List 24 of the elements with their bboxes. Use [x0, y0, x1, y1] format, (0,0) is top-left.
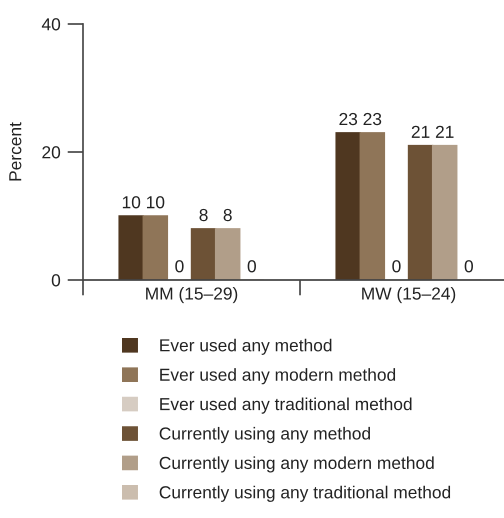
data-label: 10 [146, 196, 164, 208]
y-tick-label: 20 [42, 146, 60, 158]
y-tick-label: 40 [42, 18, 60, 30]
legend-label: Currently using any traditional method [160, 486, 450, 502]
legend-label: Ever used any method [160, 338, 332, 355]
data-label: 23 [364, 112, 382, 126]
legend-label: Ever used any traditional method [160, 398, 412, 414]
data-label: 8 [224, 208, 232, 222]
legend-label: Ever used any modern method [160, 368, 396, 384]
data-label: 0 [248, 260, 256, 272]
x-tick-label: MM (15–29) [146, 286, 238, 304]
legend-label: Currently using any modern method [160, 456, 434, 473]
data-label: 0 [464, 260, 473, 272]
data-label: 0 [392, 260, 401, 272]
data-label: 10 [122, 196, 140, 208]
y-tick-label: 0 [52, 274, 60, 286]
y-axis-title: Percent [9, 122, 22, 180]
data-label: 21 [412, 126, 430, 138]
data-label: 8 [199, 208, 208, 222]
data-label: 23 [339, 112, 358, 126]
x-tick-label: MW (15–24) [362, 286, 456, 304]
data-label: 21 [436, 126, 454, 138]
legend-label: Currently using any method [160, 426, 370, 444]
data-label: 0 [175, 260, 184, 272]
